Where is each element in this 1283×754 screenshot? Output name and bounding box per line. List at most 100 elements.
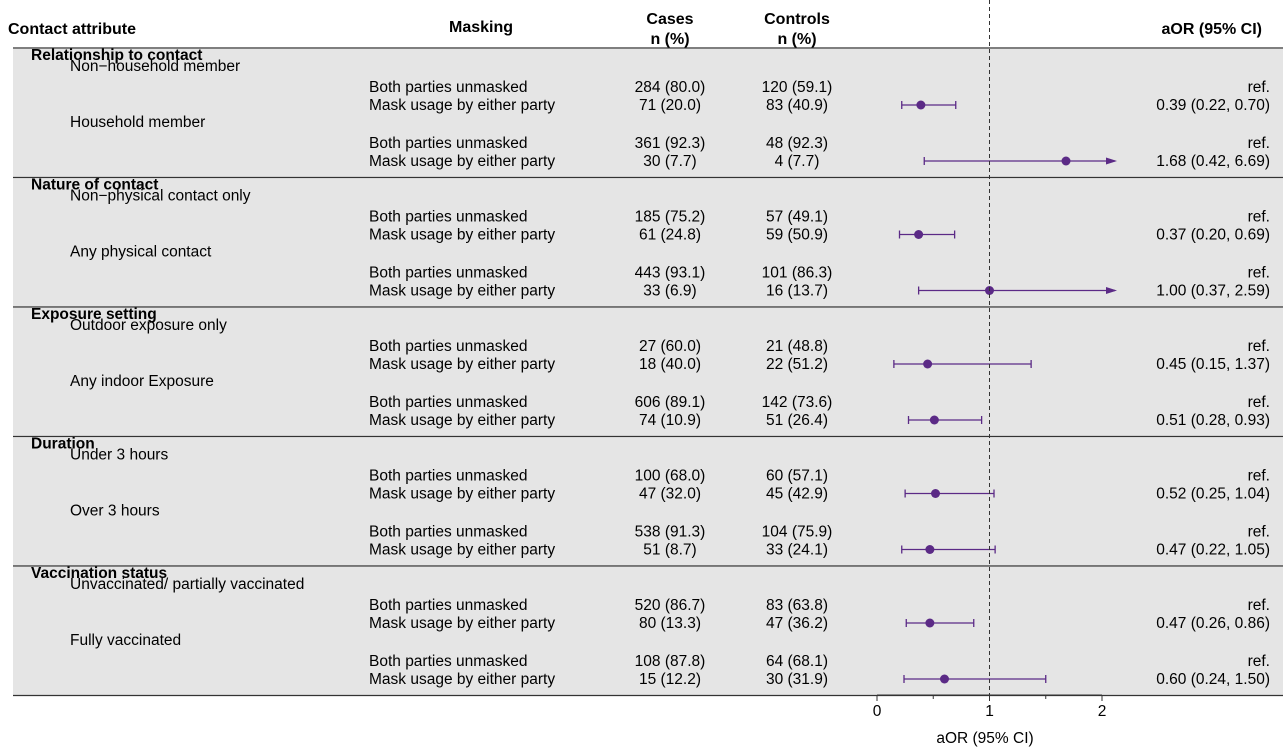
subgroup-label: Under 3 hours — [70, 447, 168, 464]
cases-cell: 47 (32.0) — [639, 486, 701, 503]
header-masking: Masking — [449, 19, 513, 36]
masking-cell: Both parties unmasked — [369, 79, 528, 96]
controls-cell: 60 (57.1) — [766, 468, 828, 485]
masking-cell: Mask usage by either party — [369, 412, 555, 429]
controls-cell: 22 (51.2) — [766, 356, 828, 373]
cases-cell: 18 (40.0) — [639, 356, 701, 373]
aor-cell: ref. — [1248, 468, 1270, 485]
point-estimate — [925, 618, 935, 628]
subgroup-label: Unvaccinated/ partially vaccinated — [70, 576, 304, 593]
masking-cell: Both parties unmasked — [369, 209, 528, 226]
group-band — [13, 437, 1283, 566]
point-estimate — [923, 359, 933, 369]
cases-cell: 51 (8.7) — [643, 542, 696, 559]
masking-cell: Both parties unmasked — [369, 524, 528, 541]
group-band — [13, 49, 1283, 177]
controls-cell: 59 (50.9) — [766, 227, 828, 244]
aor-cell: 1.00 (0.37, 2.59) — [1156, 283, 1270, 300]
aor-cell: 0.37 (0.20, 0.69) — [1156, 227, 1270, 244]
aor-cell: 0.60 (0.24, 1.50) — [1156, 671, 1270, 688]
masking-cell: Both parties unmasked — [369, 338, 528, 355]
group-title: Vaccination status — [31, 565, 167, 582]
cases-cell: 538 (91.3) — [635, 524, 706, 541]
subgroup-label: Household member — [70, 114, 205, 131]
group-band — [13, 308, 1283, 436]
cases-cell: 27 (60.0) — [639, 338, 701, 355]
aor-cell: ref. — [1248, 524, 1270, 541]
x-tick-label: 2 — [1098, 703, 1107, 720]
masking-cell: Both parties unmasked — [369, 597, 528, 614]
masking-cell: Mask usage by either party — [369, 153, 555, 170]
cases-cell: 30 (7.7) — [643, 153, 696, 170]
header-contact-attribute: Contact attribute — [8, 21, 136, 38]
group-bands — [13, 47, 1283, 697]
header-controls-unit: n (%) — [777, 31, 816, 48]
group-title: Exposure setting — [31, 306, 157, 323]
masking-cell: Mask usage by either party — [369, 486, 555, 503]
masking-cell: Both parties unmasked — [369, 468, 528, 485]
masking-cell: Both parties unmasked — [369, 394, 528, 411]
aor-cell: ref. — [1248, 209, 1270, 226]
aor-cell: ref. — [1248, 265, 1270, 282]
controls-cell: 83 (40.9) — [766, 97, 828, 114]
point-estimate — [1061, 156, 1071, 166]
table-header: Contact attribute Masking Cases n (%) Co… — [8, 11, 1262, 48]
masking-cell: Mask usage by either party — [369, 227, 555, 244]
aor-cell: ref. — [1248, 653, 1270, 670]
aor-cell: ref. — [1248, 338, 1270, 355]
masking-cell: Mask usage by either party — [369, 671, 555, 688]
cases-cell: 606 (89.1) — [635, 394, 706, 411]
cases-cell: 100 (68.0) — [635, 468, 706, 485]
masking-cell: Mask usage by either party — [369, 615, 555, 632]
aor-cell: ref. — [1248, 135, 1270, 152]
x-tick-label: 1 — [985, 703, 994, 720]
controls-cell: 16 (13.7) — [766, 283, 828, 300]
controls-cell: 83 (63.8) — [766, 597, 828, 614]
group-title: Relationship to contact — [31, 47, 202, 64]
point-estimate — [914, 230, 924, 239]
header-aor: aOR (95% CI) — [1162, 21, 1262, 38]
controls-cell: 51 (26.4) — [766, 412, 828, 429]
aor-cell: 0.47 (0.26, 0.86) — [1156, 615, 1270, 632]
aor-cell: ref. — [1248, 79, 1270, 96]
aor-cell: 0.45 (0.15, 1.37) — [1156, 356, 1270, 373]
controls-cell: 57 (49.1) — [766, 209, 828, 226]
aor-cell: ref. — [1248, 597, 1270, 614]
cases-cell: 520 (86.7) — [635, 597, 706, 614]
masking-cell: Mask usage by either party — [369, 97, 555, 114]
controls-cell: 48 (92.3) — [766, 135, 828, 152]
x-axis: aOR (95% CI) 0 1 2 — [873, 694, 1107, 747]
point-estimate — [916, 100, 926, 110]
cases-cell: 71 (20.0) — [639, 97, 701, 114]
cases-cell: 74 (10.9) — [639, 412, 701, 429]
aor-cell: 0.51 (0.28, 0.93) — [1156, 412, 1270, 429]
controls-cell: 142 (73.6) — [762, 394, 833, 411]
subgroup-label: Any indoor Exposure — [70, 373, 214, 390]
ci-arrow — [1106, 287, 1117, 294]
cases-cell: 108 (87.8) — [635, 653, 706, 670]
controls-cell: 45 (42.9) — [766, 486, 828, 503]
aor-cell: 0.47 (0.22, 1.05) — [1156, 542, 1270, 559]
masking-cell: Mask usage by either party — [369, 542, 555, 559]
forest-marks — [893, 0, 1117, 696]
controls-cell: 30 (31.9) — [766, 671, 828, 688]
group-title: Nature of contact — [31, 177, 158, 194]
controls-cell: 4 (7.7) — [775, 153, 820, 170]
x-tick-label: 0 — [873, 703, 882, 720]
group-title: Duration — [31, 436, 95, 453]
point-estimate — [931, 489, 940, 498]
group-band — [13, 567, 1283, 695]
cases-cell: 361 (92.3) — [635, 135, 706, 152]
controls-cell: 33 (24.1) — [766, 542, 828, 559]
header-controls: Controls — [764, 11, 830, 28]
cases-cell: 443 (93.1) — [635, 265, 706, 282]
cases-cell: 15 (12.2) — [639, 671, 701, 688]
masking-cell: Both parties unmasked — [369, 265, 528, 282]
controls-cell: 120 (59.1) — [762, 79, 833, 96]
subgroup-label: Non−physical contact only — [70, 188, 251, 205]
group-band — [13, 178, 1283, 307]
aor-cell: 1.68 (0.42, 6.69) — [1156, 153, 1270, 170]
